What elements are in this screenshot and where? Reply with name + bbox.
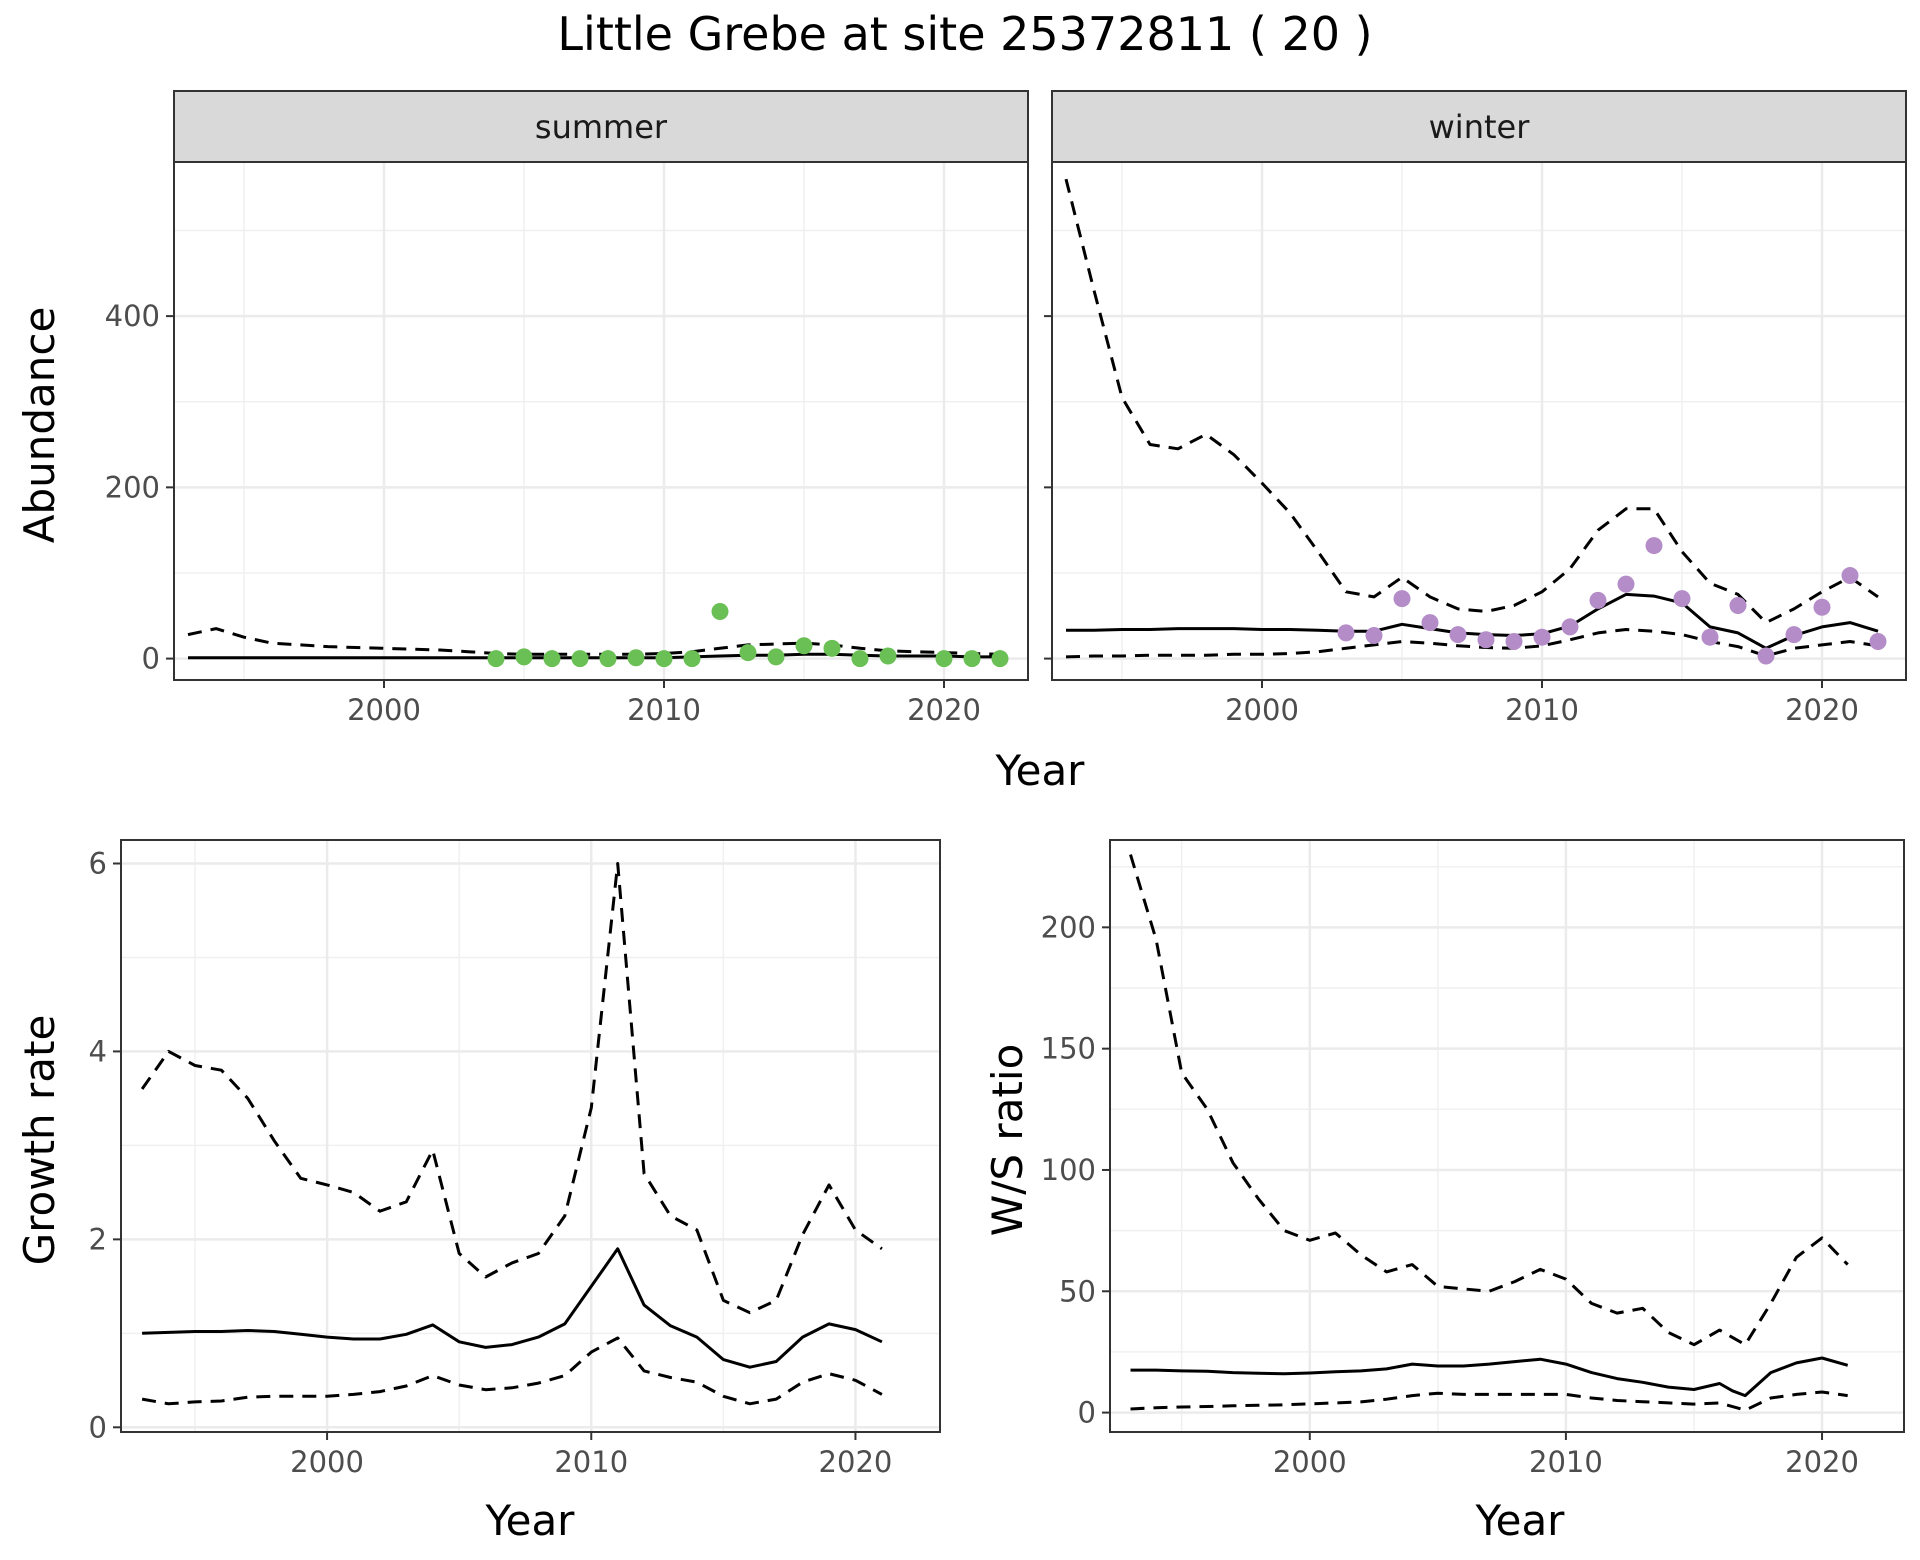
data-point-summer — [879, 647, 897, 665]
x-tick-label: 2020 — [819, 1445, 893, 1479]
data-point-summer — [571, 650, 589, 668]
x-tick-label: 2000 — [1225, 693, 1299, 727]
data-point-winter — [1673, 590, 1691, 608]
y-tick-label: 6 — [89, 846, 107, 880]
data-point-winter — [1561, 618, 1579, 636]
data-point-winter — [1617, 575, 1635, 593]
panel-border-ratio — [1109, 839, 1905, 1433]
data-point-winter — [1869, 632, 1887, 650]
abundance-y-label: Abundance — [15, 307, 64, 544]
ratio-x-label: Year — [1475, 1496, 1566, 1545]
data-point-summer — [851, 650, 869, 668]
strip-label-summer: summer — [535, 108, 668, 146]
y-tick-label: 0 — [89, 1410, 107, 1444]
y-tick-label: 50 — [1059, 1274, 1096, 1308]
y-tick-label: 0 — [142, 642, 160, 676]
data-point-summer — [823, 639, 841, 657]
y-tick-label: 0 — [1078, 1396, 1096, 1430]
data-point-winter — [1449, 626, 1467, 644]
data-point-summer — [655, 650, 673, 668]
interval-line-growth — [141, 1336, 883, 1406]
data-point-winter — [1589, 591, 1607, 609]
data-point-winter — [1813, 598, 1831, 616]
data-point-winter — [1785, 626, 1803, 644]
x-tick-label: 2000 — [1273, 1445, 1347, 1479]
x-tick-label: 2010 — [554, 1445, 628, 1479]
data-point-winter — [1421, 614, 1439, 632]
interval-line-growth — [140, 862, 883, 1315]
data-point-summer — [767, 648, 785, 666]
data-point-summer — [515, 648, 533, 666]
y-tick-label: 100 — [1041, 1153, 1096, 1187]
panel-ws-ratio: 2000 2010 2020 0 50 100 150 200 — [1041, 839, 1905, 1479]
strip-label-winter: winter — [1429, 108, 1531, 146]
data-point-summer — [683, 650, 701, 668]
y-tick-label: 200 — [105, 470, 160, 504]
growth-y-label: Growth rate — [15, 1015, 64, 1266]
data-point-summer — [795, 637, 813, 655]
data-point-summer — [739, 644, 757, 662]
data-point-winter — [1729, 597, 1747, 615]
estimate-line-winter — [1066, 592, 1879, 650]
x-tick-label: 2010 — [627, 693, 701, 727]
panel-summer: 2000 2010 2020 0 200 400 — [105, 161, 1029, 727]
y-tick-label: 150 — [1041, 1032, 1096, 1066]
strip-summer — [173, 90, 1029, 163]
data-point-summer — [599, 650, 617, 668]
data-point-summer — [487, 650, 505, 668]
y-tick-label: 2 — [89, 1222, 107, 1256]
chart-title: Little Grebe at site 25372811 ( 20 ) — [557, 7, 1372, 61]
strip-winter — [1051, 90, 1907, 163]
top-x-label: Year — [995, 746, 1086, 795]
data-point-winter — [1701, 628, 1719, 646]
data-point-summer — [711, 603, 729, 621]
data-point-winter — [1337, 624, 1355, 642]
estimate-line-ratio — [1130, 1356, 1849, 1398]
interval-line-summer — [187, 627, 1001, 656]
plot-background-ratio — [1110, 840, 1904, 1432]
panel-border-growth — [120, 839, 941, 1433]
data-point-winter — [1505, 632, 1523, 650]
x-tick-label: 2010 — [1529, 1445, 1603, 1479]
x-tick-label: 2020 — [1785, 1445, 1859, 1479]
estimate-line-growth — [142, 1247, 883, 1369]
interval-line-ratio — [1129, 854, 1849, 1347]
interval-line-ratio — [1130, 1390, 1848, 1412]
plot-background-growth — [121, 840, 940, 1432]
panel-growth-rate: 2000 2010 2020 0 2 4 6 — [89, 839, 941, 1479]
plot-background-summer — [174, 162, 1028, 680]
x-tick-label: 2000 — [290, 1445, 364, 1479]
ratio-y-label: W/S ratio — [983, 1044, 1032, 1237]
data-point-winter — [1477, 631, 1495, 649]
y-tick-label: 200 — [1041, 910, 1096, 944]
y-tick-label: 4 — [89, 1034, 107, 1068]
data-point-summer — [963, 650, 981, 668]
x-tick-label: 2020 — [907, 693, 981, 727]
y-tick-label: 400 — [105, 299, 160, 333]
data-point-winter — [1393, 590, 1411, 608]
panel-winter: 2000 2010 2020 — [1044, 161, 1907, 727]
x-tick-label: 2010 — [1505, 693, 1579, 727]
data-point-winter — [1757, 647, 1775, 665]
data-point-winter — [1645, 537, 1663, 555]
x-tick-label: 2000 — [347, 693, 421, 727]
x-tick-label: 2020 — [1785, 693, 1859, 727]
data-point-winter — [1533, 628, 1551, 646]
plot-background-winter — [1052, 162, 1906, 680]
data-point-winter — [1841, 567, 1859, 585]
data-point-summer — [935, 650, 953, 668]
growth-x-label: Year — [485, 1496, 576, 1545]
data-point-summer — [627, 649, 645, 667]
data-point-summer — [991, 650, 1009, 668]
data-point-winter — [1365, 626, 1383, 644]
data-point-summer — [543, 650, 561, 668]
